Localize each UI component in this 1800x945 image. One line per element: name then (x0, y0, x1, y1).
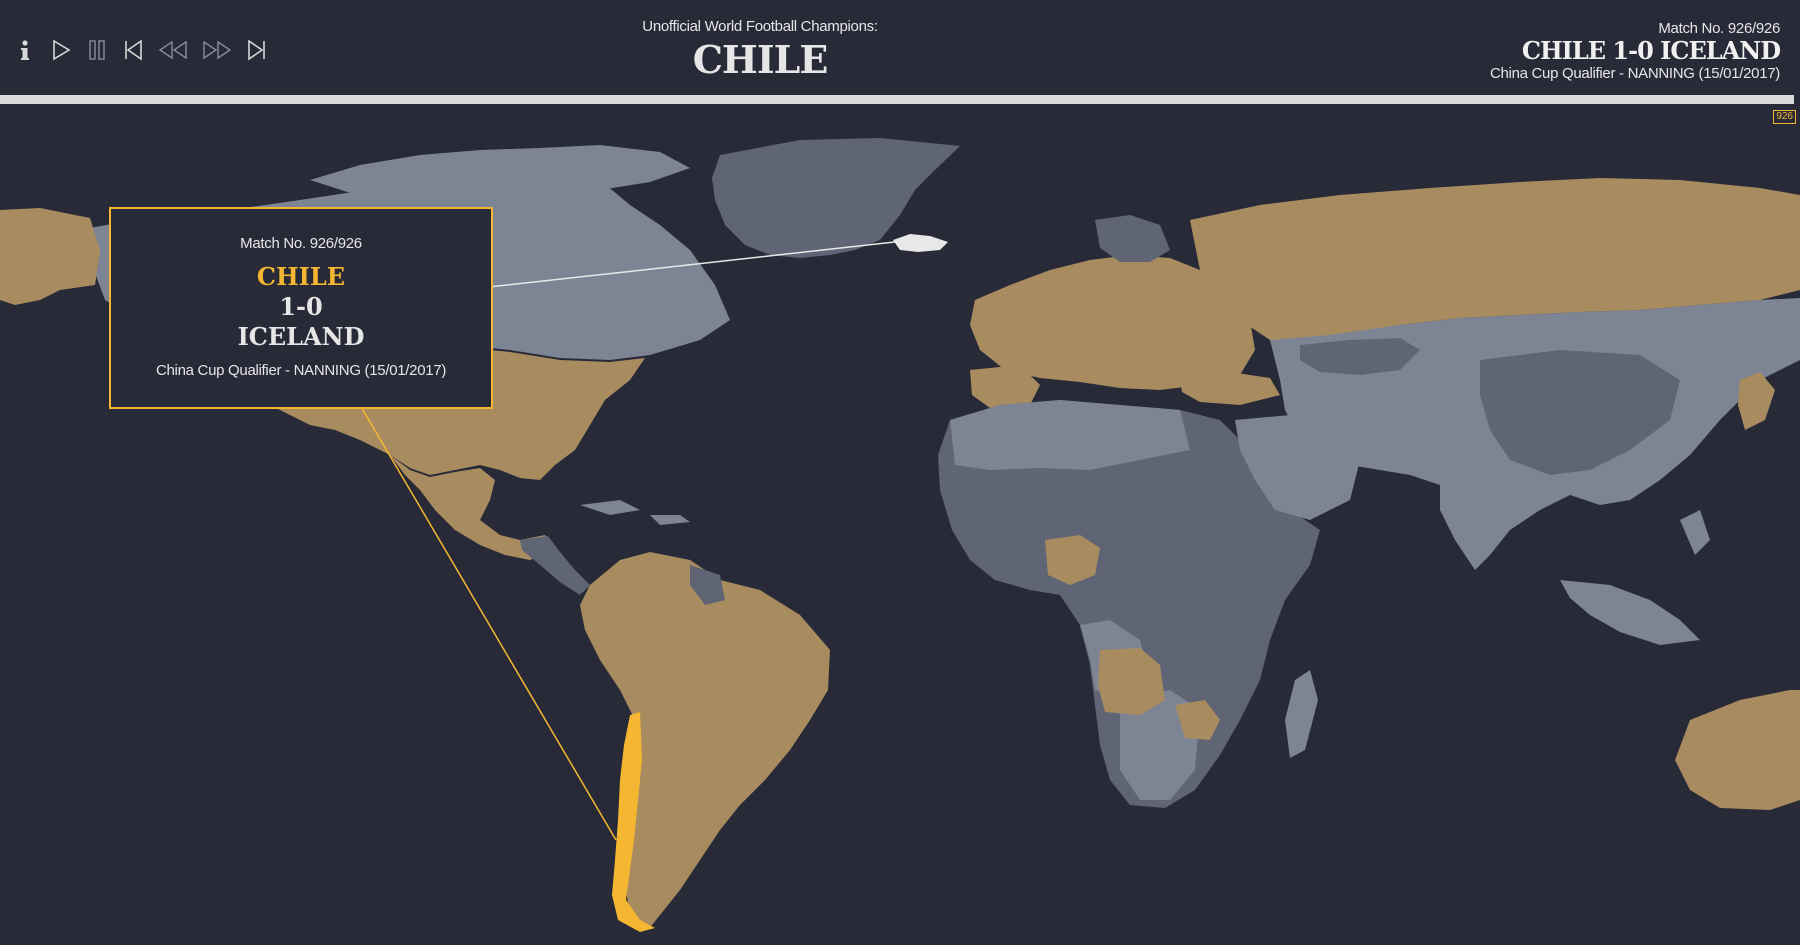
australia (1675, 690, 1800, 810)
current-champion-title: CHILE (692, 37, 829, 82)
play-icon[interactable] (50, 38, 72, 62)
turkey (1180, 372, 1280, 405)
skip-to-start-icon[interactable] (122, 38, 144, 62)
fast-forward-icon[interactable] (202, 38, 232, 62)
info-icon[interactable] (14, 38, 36, 62)
japan-korea (1738, 372, 1775, 430)
iceland-opponent (893, 234, 948, 252)
match-detail: China Cup Qualifier - NANNING (15/01/201… (1489, 65, 1780, 82)
alaska (0, 208, 100, 305)
playback-controls (14, 38, 268, 62)
mexico (390, 455, 555, 560)
rewind-icon[interactable] (158, 38, 188, 62)
angola (1098, 648, 1165, 715)
arctic-islands (310, 145, 690, 202)
madagascar (1285, 670, 1318, 758)
skip-to-end-icon[interactable] (246, 38, 268, 62)
africa (938, 400, 1320, 808)
champion-subtitle: Unofficial World Football Champions: (642, 18, 878, 35)
southeast-asia (1560, 510, 1710, 645)
match-info: Match No. 926/926 CHILE 1-0 ICELAND Chin… (1489, 20, 1781, 82)
callout-winner: CHILE (256, 262, 346, 291)
match-score: CHILE 1-0 ICELAND (1521, 36, 1781, 65)
progress-marker: 926 (1773, 110, 1796, 124)
europe (970, 215, 1255, 390)
callout-loser: ICELAND (237, 322, 365, 351)
callout-score: 1-0 (279, 292, 323, 321)
iberia (970, 365, 1040, 408)
south-america-former (580, 552, 830, 930)
match-number: Match No. 926/926 (1658, 20, 1780, 37)
caribbean (580, 500, 690, 525)
callout-line-chile (359, 404, 617, 841)
russia (1190, 178, 1800, 345)
match-callout: Match No. 926/926 CHILE 1-0 ICELAND Chin… (109, 207, 493, 409)
champion-header: Unofficial World Football Champions: CHI… (0, 18, 1520, 82)
zambia (1175, 700, 1220, 740)
callout-detail: China Cup Qualifier - NANNING (15/01/201… (155, 362, 447, 379)
asia (1270, 298, 1800, 570)
chile-current-champion (612, 712, 655, 932)
nigeria (1045, 535, 1100, 585)
middle-east (1235, 415, 1360, 520)
match-progress-bar[interactable] (0, 95, 1794, 104)
callout-line-iceland (488, 241, 896, 288)
pause-icon[interactable] (86, 38, 108, 62)
callout-match-number: Match No. 926/926 (240, 235, 362, 252)
greenland (712, 138, 960, 258)
central-america (520, 536, 590, 595)
progress-fill (0, 95, 1794, 104)
